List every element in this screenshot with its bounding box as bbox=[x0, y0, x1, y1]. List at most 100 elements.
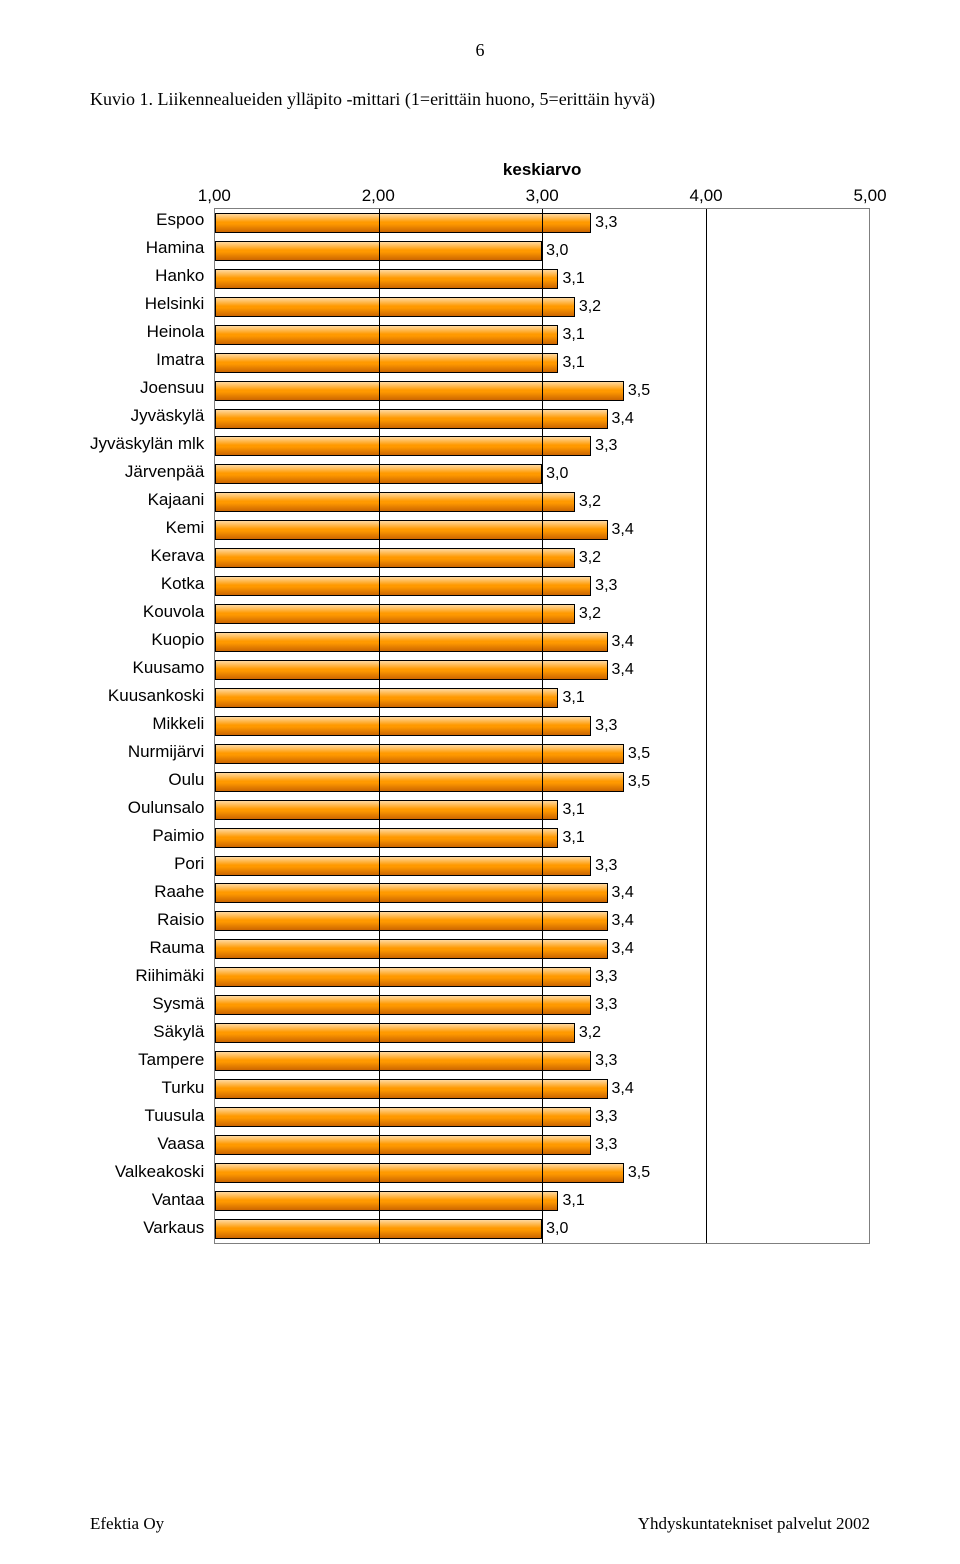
bar bbox=[215, 1107, 591, 1127]
category-label: Kerava bbox=[150, 542, 204, 570]
bar-value-label: 3,3 bbox=[591, 967, 617, 987]
category-label: Valkeakoski bbox=[115, 1158, 204, 1186]
category-label: Oulu bbox=[168, 766, 204, 794]
chart-title: Kuvio 1. Liikennealueiden ylläpito -mitt… bbox=[90, 89, 870, 110]
bar bbox=[215, 911, 607, 931]
bar-value-label: 3,1 bbox=[558, 688, 584, 708]
bar bbox=[215, 213, 591, 233]
x-axis-title: keskiarvo bbox=[214, 160, 870, 180]
bar-value-label: 3,1 bbox=[558, 325, 584, 345]
bar-value-label: 3,4 bbox=[608, 632, 634, 652]
bar bbox=[215, 353, 558, 373]
bar-value-label: 3,1 bbox=[558, 353, 584, 373]
bar bbox=[215, 995, 591, 1015]
category-label: Hanko bbox=[155, 262, 204, 290]
bar-value-label: 3,0 bbox=[542, 1219, 568, 1239]
category-label: Riihimäki bbox=[135, 962, 204, 990]
category-label: Turku bbox=[161, 1074, 204, 1102]
bar bbox=[215, 856, 591, 876]
category-label: Kuusankoski bbox=[108, 682, 204, 710]
category-label: Vaasa bbox=[157, 1130, 204, 1158]
bar bbox=[215, 325, 558, 345]
bar-value-label: 3,4 bbox=[608, 660, 634, 680]
bar-value-label: 3,4 bbox=[608, 939, 634, 959]
bar-value-label: 3,4 bbox=[608, 1079, 634, 1099]
bar bbox=[215, 744, 624, 764]
bar-value-label: 3,2 bbox=[575, 604, 601, 624]
bar-value-label: 3,2 bbox=[575, 492, 601, 512]
category-label: Oulunsalo bbox=[128, 794, 205, 822]
bar bbox=[215, 632, 607, 652]
bar bbox=[215, 1191, 558, 1211]
plot-area: 3,3 3,0 3,1 3,2 3,1 3,1 3,5 3,4 3,3 3,0 3,2 3,4 3,2 3… bbox=[214, 208, 870, 1244]
bar-value-label: 3,5 bbox=[624, 772, 650, 792]
category-label: Espoo bbox=[156, 206, 204, 234]
bar-value-label: 3,0 bbox=[542, 464, 568, 484]
bar-value-label: 3,0 bbox=[542, 241, 568, 261]
category-label: Paimio bbox=[152, 822, 204, 850]
bar bbox=[215, 828, 558, 848]
category-label: Kuopio bbox=[151, 626, 204, 654]
bar bbox=[215, 297, 575, 317]
category-label: Raahe bbox=[154, 878, 204, 906]
category-label: Rauma bbox=[150, 934, 205, 962]
footer-right: Yhdyskuntatekniset palvelut 2002 bbox=[638, 1514, 870, 1534]
bar-value-label: 3,3 bbox=[591, 995, 617, 1015]
bar-value-label: 3,3 bbox=[591, 436, 617, 456]
bar-value-label: 3,4 bbox=[608, 883, 634, 903]
category-label: Helsinki bbox=[145, 290, 205, 318]
bar-value-label: 3,4 bbox=[608, 520, 634, 540]
bar bbox=[215, 492, 575, 512]
bar bbox=[215, 716, 591, 736]
bar bbox=[215, 548, 575, 568]
bar-value-label: 3,1 bbox=[558, 828, 584, 848]
category-label: Raisio bbox=[157, 906, 204, 934]
bar bbox=[215, 660, 607, 680]
bar bbox=[215, 381, 624, 401]
category-label: Kouvola bbox=[143, 598, 204, 626]
bar-value-label: 3,3 bbox=[591, 1051, 617, 1071]
bar-value-label: 3,2 bbox=[575, 1023, 601, 1043]
category-label: Varkaus bbox=[143, 1214, 204, 1242]
category-label: Tampere bbox=[138, 1046, 204, 1074]
category-label: Jyväskylä bbox=[131, 402, 205, 430]
bar bbox=[215, 772, 624, 792]
category-label: Joensuu bbox=[140, 374, 204, 402]
category-label: Kemi bbox=[166, 514, 205, 542]
category-label: Vantaa bbox=[152, 1186, 205, 1214]
bar bbox=[215, 520, 607, 540]
bar bbox=[215, 604, 575, 624]
bar-value-label: 3,3 bbox=[591, 576, 617, 596]
footer-left: Efektia Oy bbox=[90, 1514, 164, 1534]
page-footer: Efektia Oy Yhdyskuntatekniset palvelut 2… bbox=[90, 1514, 870, 1534]
bar-value-label: 3,4 bbox=[608, 409, 634, 429]
bar bbox=[215, 269, 558, 289]
bar-value-label: 3,5 bbox=[624, 744, 650, 764]
bar bbox=[215, 409, 607, 429]
category-label: Tuusula bbox=[144, 1102, 204, 1130]
category-label: Järvenpää bbox=[125, 458, 204, 486]
gridline bbox=[379, 209, 380, 1243]
x-tick-label: 5,00 bbox=[853, 186, 886, 206]
category-label: Mikkeli bbox=[152, 710, 204, 738]
bar-value-label: 3,3 bbox=[591, 213, 617, 233]
bar bbox=[215, 1051, 591, 1071]
bar-value-label: 3,2 bbox=[575, 548, 601, 568]
bar-value-label: 3,3 bbox=[591, 716, 617, 736]
bar bbox=[215, 576, 591, 596]
bar bbox=[215, 1135, 591, 1155]
category-label: Heinola bbox=[147, 318, 205, 346]
bar bbox=[215, 688, 558, 708]
category-label: Kotka bbox=[161, 570, 204, 598]
gridline bbox=[542, 209, 543, 1243]
page: 6 Kuvio 1. Liikennealueiden ylläpito -mi… bbox=[0, 0, 960, 1564]
x-tick-label: 2,00 bbox=[362, 186, 395, 206]
bar-value-label: 3,3 bbox=[591, 1135, 617, 1155]
category-label: Säkylä bbox=[153, 1018, 204, 1046]
bar bbox=[215, 883, 607, 903]
bar bbox=[215, 800, 558, 820]
bar bbox=[215, 967, 591, 987]
bar bbox=[215, 1163, 624, 1183]
page-number: 6 bbox=[90, 40, 870, 61]
x-tick-label: 4,00 bbox=[690, 186, 723, 206]
